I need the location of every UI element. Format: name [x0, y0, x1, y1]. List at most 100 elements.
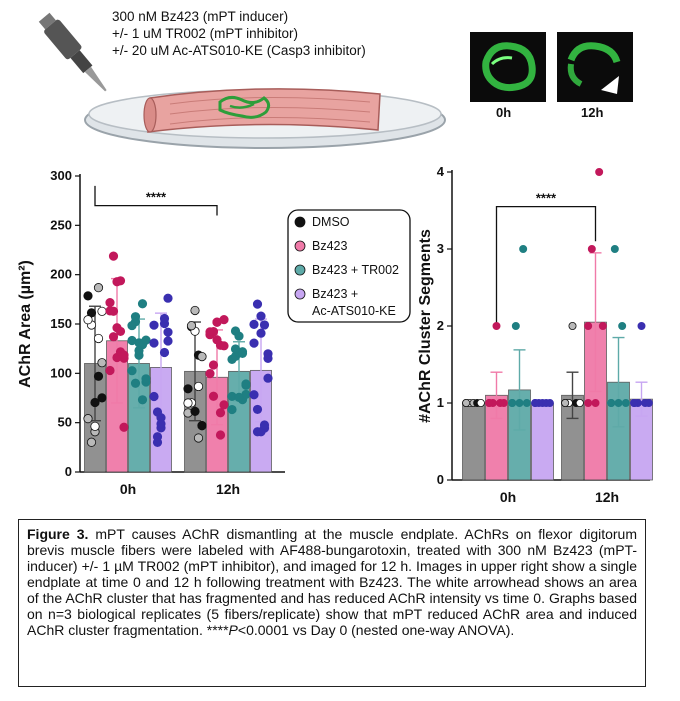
treatment-line-1: 300 nM Bz423 (mPT inducer)	[112, 9, 289, 24]
petri-dish-illustration	[80, 60, 450, 152]
legend-box	[287, 209, 411, 323]
data-point	[621, 398, 630, 407]
data-point	[595, 167, 604, 176]
data-point	[219, 400, 229, 410]
data-point	[83, 414, 93, 424]
data-point	[561, 398, 570, 407]
micrograph-label-12h: 12h	[581, 105, 604, 120]
y-tick-label: 250	[50, 217, 72, 232]
data-point	[256, 311, 266, 321]
data-point	[83, 291, 93, 301]
data-point	[193, 381, 204, 392]
data-point	[598, 321, 607, 330]
data-point	[249, 390, 259, 400]
achr-cluster-segments-chart: 0 1 2 3 4 #AChR Cluster Segments 0h 12h ****	[417, 164, 653, 505]
data-point	[183, 384, 193, 394]
data-point	[205, 327, 215, 337]
data-point	[485, 398, 494, 407]
data-point	[93, 371, 104, 381]
data-point	[252, 404, 263, 415]
data-point	[508, 398, 517, 407]
data-point	[263, 353, 273, 363]
bar	[531, 402, 554, 481]
data-point	[215, 408, 226, 418]
data-point	[476, 398, 485, 407]
fragmented-endplate-icon	[567, 42, 621, 94]
data-point	[190, 305, 200, 316]
data-point	[119, 350, 129, 360]
y-axis-label: AChR Area (µm²)	[17, 260, 34, 388]
data-point	[637, 321, 646, 330]
data-point	[152, 437, 163, 448]
data-point	[241, 379, 251, 389]
p-symbol: P	[228, 622, 238, 638]
data-point	[86, 437, 97, 447]
significance-label: ****	[146, 190, 167, 205]
data-point	[584, 321, 593, 330]
data-point	[614, 398, 623, 407]
data-point	[108, 251, 119, 261]
data-point	[252, 299, 263, 309]
data-point	[193, 433, 204, 443]
data-point	[134, 345, 144, 356]
data-point	[159, 313, 170, 324]
y-tick-label: 200	[50, 267, 72, 282]
data-point	[259, 420, 270, 430]
y-tick-label: 0	[437, 472, 444, 487]
significance-label: ****	[536, 191, 557, 206]
data-point	[607, 398, 616, 407]
legend-marker	[294, 288, 306, 300]
data-point	[197, 420, 207, 431]
data-point	[108, 332, 119, 342]
data-point	[97, 306, 107, 316]
data-point	[190, 406, 200, 416]
data-point	[531, 398, 540, 407]
data-point	[83, 315, 93, 325]
y-axis-label: #AChR Cluster Segments	[417, 229, 434, 423]
y-tick-label: 50	[58, 415, 72, 430]
data-point	[105, 297, 115, 308]
legend: DMSO Bz423 Bz423 + TR002 Bz423 + Ac-ATS010-K…	[287, 209, 411, 323]
data-point	[163, 336, 173, 346]
data-point	[208, 360, 219, 370]
legend-marker	[294, 240, 306, 252]
data-point	[137, 395, 148, 405]
data-point	[256, 328, 266, 338]
treatment-line-2: +/- 1 uM TR002 (mPT inhibitor)	[112, 26, 298, 41]
data-point	[584, 398, 593, 407]
treatment-line-3: +/- 20 uM Ac-ATS010-KE (Casp3 inhibitor)	[112, 43, 366, 58]
caption-text-end: <0.0001 vs Day 0 (nested one-way ANOVA).	[237, 622, 515, 638]
pipette-illustration	[30, 4, 120, 104]
significance-bracket	[94, 185, 218, 216]
arrowhead-icon	[601, 76, 619, 94]
data-point	[462, 398, 471, 407]
data-point	[108, 306, 119, 316]
x-tick-label: 0h	[120, 481, 136, 497]
y-tick-label: 4	[437, 164, 445, 179]
data-point	[208, 391, 219, 401]
legend-label: Ac-ATS010-KE	[312, 304, 396, 318]
data-point	[156, 419, 166, 429]
data-point	[587, 245, 596, 254]
data-point	[237, 348, 248, 359]
achr-area-chart: 0 50 100 150 200 250 300 AChR Area (µm²) 0h 12h **…	[17, 168, 411, 497]
muscle-fiber-dish-icon	[84, 88, 446, 149]
data-point	[234, 331, 244, 341]
caption-text: mPT causes AChR dismantling at the muscl…	[27, 526, 637, 638]
data-point	[93, 283, 104, 293]
figure-label: Figure 3.	[27, 526, 89, 542]
legend-label: Bz423	[312, 239, 347, 253]
y-tick-label: 3	[437, 241, 444, 256]
data-point	[149, 338, 159, 348]
data-point	[127, 320, 137, 331]
data-point	[183, 398, 193, 408]
data-point	[499, 398, 508, 407]
legend-label: Bz423 + TR002	[312, 263, 399, 277]
y-tick-label: 150	[50, 316, 72, 331]
data-point	[263, 373, 273, 383]
data-point	[141, 374, 151, 384]
data-point	[519, 245, 528, 254]
data-point	[130, 378, 141, 388]
micrograph-12h	[557, 32, 633, 102]
legend-label: Bz423 +	[312, 287, 358, 301]
